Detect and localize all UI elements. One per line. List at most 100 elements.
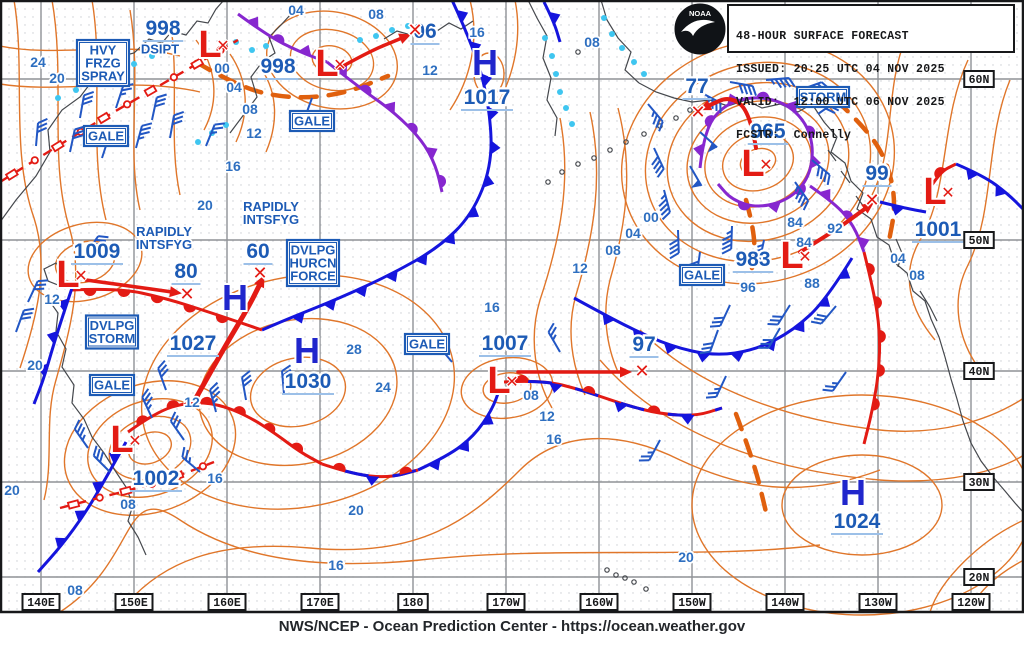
ice-dot <box>405 23 411 29</box>
front-triangle <box>730 351 745 363</box>
front-line <box>862 251 882 445</box>
front-semicircle <box>879 329 886 343</box>
front-occluded <box>237 12 328 64</box>
wind-barb <box>92 445 111 473</box>
island <box>673 115 679 121</box>
svg-text:GALE: GALE <box>94 378 130 393</box>
isobar-label: 16 <box>484 299 500 315</box>
annotation-gale: GALE <box>88 373 136 397</box>
front-semicircle <box>399 466 413 475</box>
front-warm <box>71 287 263 332</box>
front-semicircle <box>806 125 816 139</box>
coastline <box>527 0 558 137</box>
pressure-value: 06 <box>410 18 440 45</box>
isobar <box>691 394 1024 616</box>
isobar <box>739 147 777 177</box>
front-cold <box>955 162 1024 212</box>
arrowhead <box>398 33 412 44</box>
island <box>623 139 629 145</box>
coordinate-label: 170W <box>486 593 526 611</box>
coordinate-label: 60N <box>963 70 995 88</box>
frontolysis-square <box>50 139 65 153</box>
wind-barb <box>758 327 781 349</box>
svg-text:L: L <box>487 360 510 402</box>
front-triangle <box>632 329 646 341</box>
position-marker: ✕ <box>864 190 879 210</box>
front-warm <box>127 396 323 466</box>
front-semicircle <box>737 201 751 211</box>
forecast-issued: ISSUED: 20:25 UTC 04 NOV 2025 <box>736 63 945 76</box>
isobar <box>605 107 628 373</box>
annotation-gale: GALE <box>678 263 726 287</box>
front-triangle <box>427 458 441 471</box>
svg-text:✕: ✕ <box>128 433 141 450</box>
arrowhead <box>254 275 265 289</box>
svg-text:✕: ✕ <box>941 185 954 202</box>
wind-barb <box>811 159 831 186</box>
frontolysis-square <box>190 57 205 70</box>
front-triangle <box>819 189 831 201</box>
ice-dot <box>131 61 137 67</box>
island <box>631 579 637 585</box>
front-semicircle <box>215 314 229 324</box>
island <box>613 572 619 578</box>
island <box>687 107 693 113</box>
front-semicircle <box>83 289 97 296</box>
arrowhead <box>169 286 182 298</box>
annotation-gale: GALE <box>82 124 130 148</box>
front-warm <box>862 251 886 445</box>
svg-text:1024: 1024 <box>834 510 881 533</box>
isobar-label: 20 <box>197 197 213 213</box>
noaa-logo-text: NOAA <box>689 9 712 18</box>
wind-barb <box>35 117 48 147</box>
wind-barb <box>280 364 292 395</box>
low-symbol: L✕ <box>921 169 955 215</box>
isobar-label: 12 <box>184 394 200 410</box>
pressure-value: 80 <box>171 258 201 285</box>
annotation-gale: GALE <box>288 109 336 133</box>
coastline <box>47 298 147 556</box>
isobar-label: 84 <box>787 214 803 230</box>
wind-barb <box>73 419 89 449</box>
pressure-value-labels: 998 998 06 1017 77 965 99 1001 983 1009 80 60 1027 10… <box>71 15 964 535</box>
front-triangle <box>108 451 121 464</box>
wind-barb <box>810 305 837 325</box>
isobar <box>957 79 1011 371</box>
front-semicircle <box>200 396 214 405</box>
front-triangle <box>890 204 905 216</box>
island <box>607 147 613 153</box>
front-stationary <box>503 374 723 425</box>
front-triangle <box>696 352 711 363</box>
isobar-label: 88 <box>804 275 820 291</box>
wind-barb <box>822 371 847 392</box>
svg-text:998: 998 <box>260 55 295 78</box>
isobar-label: 92 <box>827 220 843 236</box>
isobar <box>908 59 969 341</box>
svg-text:L: L <box>56 254 79 296</box>
svg-text:STORM: STORM <box>800 90 847 105</box>
front-line <box>127 401 323 466</box>
front-occluded <box>326 60 447 193</box>
isobar <box>449 0 475 111</box>
front-triangle <box>246 16 259 29</box>
isobar-label: 04 <box>288 2 304 18</box>
wind-barb <box>205 122 225 147</box>
front-line <box>261 0 493 332</box>
ice-dot <box>73 87 79 93</box>
footer-credit: NWS/NCEP - Ocean Prediction Center - htt… <box>278 618 746 635</box>
front-triangle <box>467 205 480 218</box>
isobar-label: 00 <box>214 60 230 76</box>
svg-text:1007: 1007 <box>482 332 529 355</box>
front-triangle <box>383 101 396 114</box>
front-semicircle <box>291 442 304 453</box>
front-triangle <box>74 510 87 523</box>
movement-arrow <box>798 202 875 254</box>
coordinate-label: 20N <box>963 568 995 586</box>
isobar-label: 08 <box>909 267 925 283</box>
arrowhead <box>861 202 875 214</box>
forecast-forecaster: FCSTR: Connelly <box>736 129 852 142</box>
svg-text:L: L <box>315 43 338 85</box>
isobar <box>460 356 554 420</box>
